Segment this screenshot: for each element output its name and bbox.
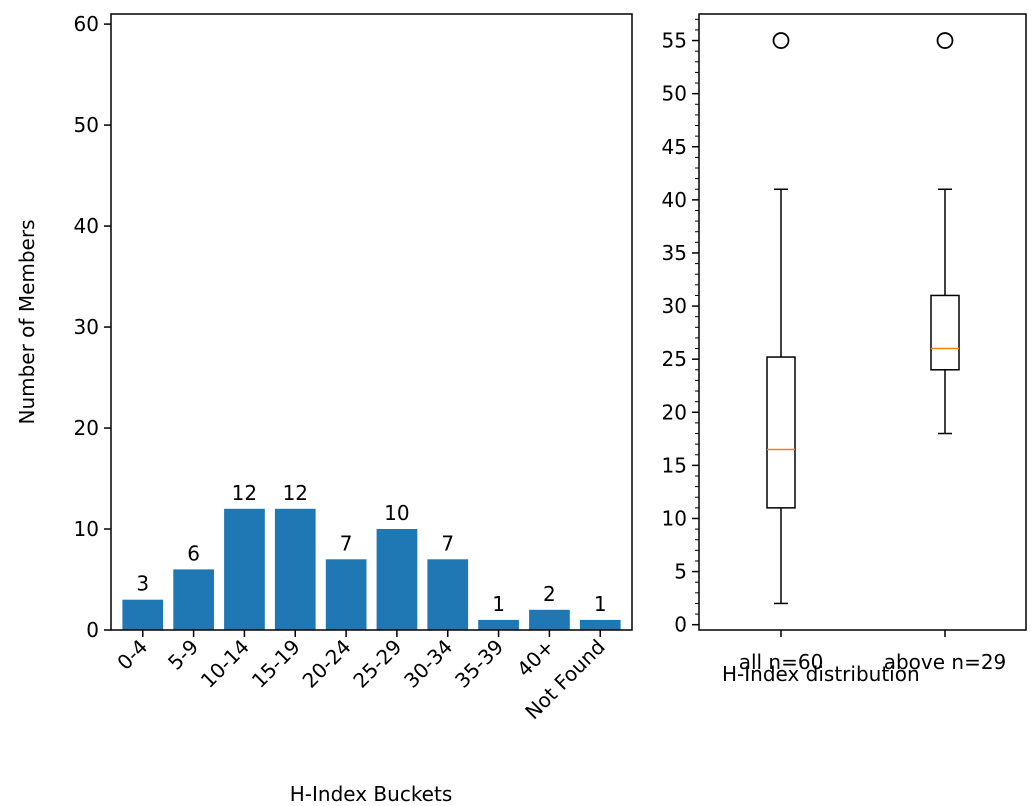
bar-y-tick-label: 50 (74, 113, 99, 137)
bar-30-34 (427, 559, 469, 630)
box-x-axis-label: H-Index distribution (722, 662, 920, 686)
bar-15-19 (274, 508, 316, 630)
bar-5-9 (173, 569, 214, 630)
bar-y-tick-label: 10 (74, 517, 99, 541)
box-marks (766, 32, 960, 605)
bar-data-label: 3 (136, 572, 149, 596)
box-y-tick-label: 25 (662, 347, 687, 371)
box-y-ticks: 0 5 10 15 20 25 30 35 40 45 50 55 (662, 18, 699, 637)
box-y-tick-label: 45 (662, 135, 687, 159)
bar-y-tick-label: 60 (74, 12, 99, 36)
box-x-tick-label: all n=60 (739, 650, 824, 674)
iqr-box (766, 356, 796, 509)
box-x-tick-label: above n=29 (884, 650, 1007, 674)
outlier-point (772, 32, 790, 49)
bar-40- (529, 609, 570, 630)
box-y-tick-label: 10 (662, 506, 687, 530)
iqr-box (930, 294, 960, 371)
box-y-tick-label: 35 (662, 241, 687, 265)
box-all (766, 32, 796, 605)
bar-10-14 (224, 508, 265, 630)
box-y-tick-label: 20 (662, 400, 687, 424)
bar-data-label: 7 (340, 531, 353, 555)
box-x-ticks: all n=60 above n=29 (739, 630, 1007, 674)
outlier-point (936, 32, 954, 49)
bar-data-label: 10 (384, 501, 409, 525)
box-y-tick-label: 40 (662, 188, 687, 212)
bar-y-ticks: 0 10 20 30 40 50 60 (74, 12, 111, 642)
bar-axes-frame (110, 13, 633, 631)
box-y-tick-label: 50 (662, 82, 687, 106)
box-y-tick-label: 55 (662, 29, 687, 53)
bar-data-label: 12 (232, 481, 257, 505)
bar-y-tick-label: 0 (86, 618, 99, 642)
box-y-tick-label: 15 (662, 453, 687, 477)
box-y-tick-label: 30 (662, 294, 687, 318)
bar-y-tick-label: 20 (74, 416, 99, 440)
bar-data-label: 1 (492, 592, 505, 616)
bar-y-tick-label: 30 (74, 315, 99, 339)
bar-data-label: 6 (187, 541, 200, 565)
bar-0-4 (122, 599, 164, 630)
bar-y-tick-label: 40 (74, 214, 99, 238)
bar-25-29 (376, 529, 418, 630)
bar-data-label: 1 (594, 592, 607, 616)
box-y-tick-label: 0 (674, 613, 687, 637)
box-axes-frame (698, 13, 1027, 631)
bar-data-label: 12 (283, 481, 308, 505)
bar-35-39 (478, 619, 519, 630)
box-above (930, 32, 960, 435)
box-y-tick-label: 5 (674, 560, 687, 584)
bar-marks (122, 508, 621, 630)
bar-data-label: 2 (543, 582, 556, 606)
box-plot-panel: 0 5 10 15 20 25 30 35 40 45 50 55 all n=60 above n=2… (662, 13, 1027, 686)
bar-y-axis-label: Number of Members (15, 219, 39, 424)
bar-x-axis-label: H-Index Buckets (290, 782, 453, 806)
bar-20-24 (325, 559, 367, 630)
bar-data-label: 7 (441, 531, 454, 555)
bar-not-found (579, 619, 621, 630)
